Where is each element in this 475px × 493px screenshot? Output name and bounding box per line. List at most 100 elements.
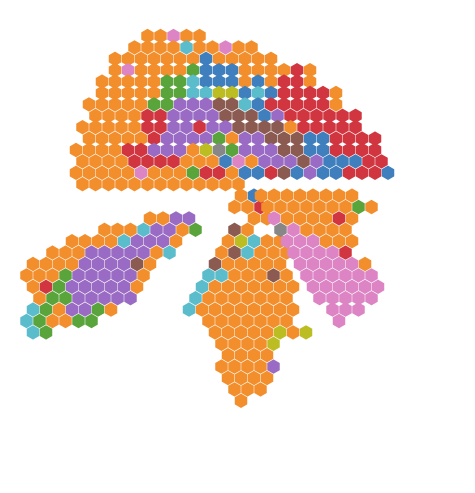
- hex-cell-pink: [300, 245, 313, 260]
- hex-cell-pink: [326, 268, 339, 283]
- hex-cell-purple: [163, 222, 176, 237]
- hex-cell-orange: [234, 256, 248, 272]
- hex-cell-red: [368, 165, 382, 180]
- hex-cell-orange: [232, 40, 245, 55]
- hex-cell-blue: [381, 165, 395, 180]
- hex-cell-brown: [212, 97, 226, 112]
- hex-cell-red: [154, 120, 167, 135]
- hex-cell-orange: [228, 313, 241, 329]
- hex-cell-purple: [78, 279, 92, 294]
- hex-cell-orange: [108, 131, 122, 146]
- hex-cell-pink: [287, 222, 300, 237]
- hex-cell-orange: [193, 154, 206, 169]
- hex-cell-purple: [85, 268, 98, 283]
- hex-cell-purple: [173, 142, 187, 158]
- hex-cell-purple: [206, 108, 219, 123]
- hex-cell-red: [368, 131, 382, 146]
- hex-cell-orange: [150, 245, 163, 260]
- hex-cell-orange: [219, 177, 232, 192]
- hex-cell-orange: [46, 268, 59, 283]
- hex-cell-red: [154, 108, 167, 123]
- hex-cell-orange: [293, 211, 307, 226]
- hex-cell-red: [336, 108, 349, 123]
- left-arm-region: [20, 211, 202, 340]
- hex-cell-orange: [124, 222, 137, 237]
- hex-cell-red: [342, 142, 356, 158]
- hex-cell-pink: [358, 279, 372, 294]
- hex-cell-purple: [258, 154, 271, 169]
- hex-cell-orange: [147, 51, 161, 66]
- hex-cell-brown: [267, 268, 280, 283]
- hex-cell-orange: [154, 177, 167, 192]
- hex-cell-blue: [225, 74, 239, 89]
- hex-cell-purple: [72, 291, 85, 306]
- hex-cell-purple: [219, 120, 232, 135]
- hex-cell-blue: [264, 85, 278, 101]
- hex-cell-orange: [69, 165, 83, 180]
- hex-cell-orange: [102, 154, 115, 169]
- hex-cell-pink: [293, 256, 307, 272]
- hex-cell-pink: [319, 279, 333, 294]
- hex-cell-orange: [306, 211, 320, 226]
- hex-cell-purple: [173, 97, 187, 112]
- hex-cell-brown: [219, 108, 232, 123]
- hex-cell-orange: [267, 188, 281, 203]
- hex-cell-green: [39, 302, 53, 317]
- hex-cell-orange: [221, 234, 235, 249]
- hex-cell-orange: [82, 97, 96, 112]
- hex-cell-orange: [208, 279, 222, 294]
- hex-cell-red: [121, 142, 135, 158]
- hex-cell-purple: [147, 142, 161, 158]
- hex-cell-red: [141, 154, 154, 169]
- hex-cell-gray: [212, 142, 226, 158]
- hex-cell-orange: [234, 348, 248, 363]
- hex-cell-purple: [111, 291, 124, 306]
- hex-cell-orange: [326, 222, 339, 237]
- hex-cell-orange: [108, 63, 122, 78]
- hex-cell-purple: [65, 302, 79, 317]
- hex-cell-red: [323, 108, 336, 123]
- hex-cell-pink: [287, 245, 300, 260]
- hex-cell-cyan: [137, 222, 150, 237]
- hex-cell-orange: [167, 177, 180, 192]
- hex-cell-brown: [130, 256, 144, 272]
- hex-cell-orange: [277, 63, 291, 78]
- hex-cell-orange: [169, 234, 183, 249]
- hex-cell-orange: [69, 142, 83, 158]
- hex-cell-red: [303, 97, 317, 112]
- hex-cell-green: [39, 325, 53, 340]
- hex-cell-orange: [326, 199, 339, 215]
- hex-cell-orange: [332, 234, 346, 249]
- hex-cell-orange: [115, 177, 128, 192]
- hex-cell-red: [128, 154, 141, 169]
- hex-cell-blue: [212, 74, 226, 89]
- hex-cell-green: [160, 85, 174, 101]
- hex-cell-orange: [180, 28, 193, 44]
- hex-cell-brown: [258, 120, 271, 135]
- hex-cell-orange: [134, 85, 148, 101]
- hex-cell-orange: [95, 85, 109, 101]
- hex-cell-orange: [102, 177, 115, 192]
- hex-cell-orange: [78, 234, 92, 249]
- hex-cell-red: [332, 211, 346, 226]
- hex-cell-pink: [121, 63, 135, 78]
- hex-cell-cyan: [241, 245, 254, 260]
- hex-cell-orange: [108, 51, 122, 66]
- hex-cell-orange: [286, 279, 300, 294]
- hex-cell-red: [193, 120, 206, 135]
- hex-cell-orange: [206, 40, 219, 55]
- hex-cell-red: [297, 120, 310, 135]
- hex-cell-green: [147, 97, 161, 112]
- hex-cell-purple: [65, 279, 79, 294]
- hex-cell-orange: [254, 245, 267, 260]
- hex-cell-cyan: [182, 302, 196, 317]
- hex-cell-orange: [76, 177, 89, 192]
- hex-cell-green: [212, 131, 226, 146]
- hex-cell-orange: [284, 120, 297, 135]
- hex-cell-pink: [319, 256, 333, 272]
- hex-cell-orange: [221, 325, 235, 340]
- hex-cell-orange: [225, 131, 239, 146]
- hex-cell-orange: [225, 51, 239, 66]
